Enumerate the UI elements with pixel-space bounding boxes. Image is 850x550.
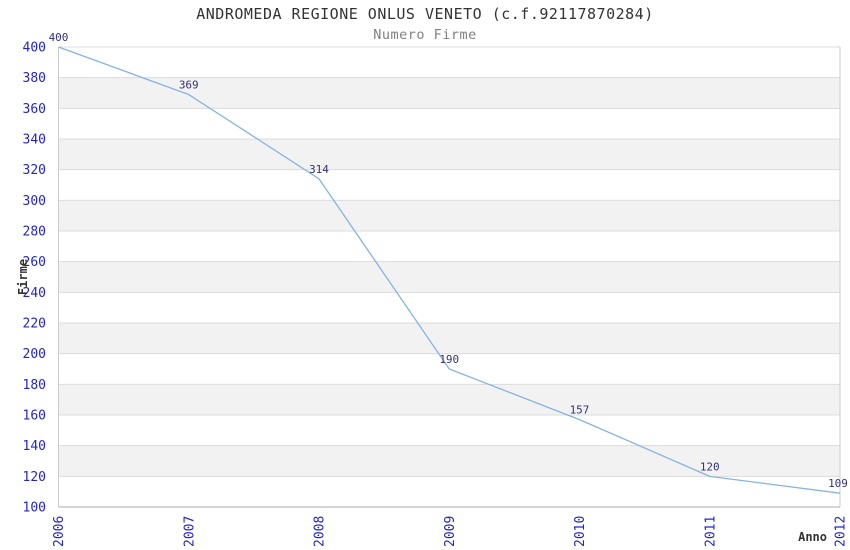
y-tick-label: 320	[23, 163, 46, 178]
y-tick-label: 120	[23, 470, 46, 485]
y-tick-label: 260	[23, 255, 46, 270]
y-tick-label: 100	[23, 501, 46, 516]
plot-band	[58, 384, 840, 415]
x-tick-label: 2008	[313, 516, 328, 547]
chart-subtitle: Numero Firme	[373, 27, 477, 43]
data-point-label: 314	[309, 163, 329, 176]
data-point-label: 400	[49, 31, 69, 44]
plot-band	[58, 323, 840, 354]
y-tick-label: 360	[23, 102, 46, 117]
y-tick-label: 280	[23, 225, 46, 240]
data-point-label: 109	[828, 477, 848, 490]
chart-title: ANDROMEDA REGIONE ONLUS VENETO (c.f.9211…	[196, 5, 654, 23]
data-point-label: 120	[700, 460, 720, 473]
y-tick-label: 200	[23, 347, 46, 362]
y-tick-label: 140	[23, 439, 46, 454]
plot-band	[58, 445, 840, 477]
data-point-label: 190	[439, 353, 459, 366]
y-tick-label: 240	[23, 286, 46, 301]
plot-band	[58, 261, 840, 293]
x-tick-label: 2012	[834, 516, 849, 547]
y-tick-label: 160	[23, 409, 46, 424]
x-tick-label: 2007	[182, 516, 197, 547]
y-tick-label: 380	[23, 71, 46, 86]
y-tick-label: 340	[23, 133, 46, 148]
y-tick-label: 180	[23, 378, 46, 393]
plot-band	[58, 139, 840, 170]
y-axis-title: Firme	[16, 259, 30, 295]
x-tick-label: 2009	[443, 516, 458, 547]
x-tick-label: 2006	[52, 516, 67, 547]
plot-band	[58, 200, 840, 231]
data-point-label: 157	[570, 404, 590, 417]
x-tick-label: 2011	[703, 516, 718, 547]
data-point-label: 369	[179, 79, 199, 92]
x-tick-label: 2010	[573, 516, 588, 547]
x-axis-title: Anno	[798, 530, 827, 544]
series-line	[58, 46, 841, 494]
y-tick-label: 300	[23, 194, 46, 209]
y-tick-label: 220	[23, 317, 46, 332]
y-tick-label: 400	[23, 41, 46, 56]
plot-band	[58, 77, 840, 109]
